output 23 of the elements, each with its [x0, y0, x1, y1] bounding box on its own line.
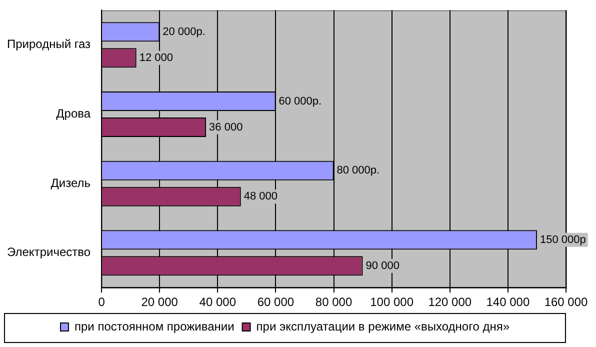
y-tick-label: Электричество [7, 245, 91, 260]
x-tick-label: 20 000 [141, 295, 178, 310]
data-label: 20 000р. [162, 26, 206, 38]
x-tick-label: 60 000 [257, 295, 294, 310]
data-label: 48 000 [244, 190, 278, 203]
data-label: 80 000р. [336, 164, 380, 177]
data-label: 12 000 [139, 52, 174, 64]
y-tick-label: Природный газ [7, 37, 92, 52]
y-tick-label: Дрова [56, 106, 91, 121]
x-tick-label: 120 000 [428, 295, 472, 310]
x-tick-label: 160 000 [544, 295, 588, 310]
legend-label: при постоянном проживании [74, 319, 234, 334]
data-label: 90 000 [366, 260, 400, 272]
data-label: 150 000р [540, 234, 586, 246]
data-label: 60 000р. [278, 95, 322, 108]
x-tick-label: 140 000 [486, 295, 530, 310]
y-tick-label: Дизель [50, 176, 91, 190]
x-tick-label: 0 [98, 295, 106, 310]
x-tick-label: 80 000 [315, 295, 352, 310]
x-tick-label: 100 000 [370, 295, 414, 310]
x-tick-label: 40 000 [199, 295, 236, 310]
data-label: 36 000 [209, 121, 243, 134]
legend-label: при эксплуатации в режиме «выходного дня» [256, 319, 510, 334]
